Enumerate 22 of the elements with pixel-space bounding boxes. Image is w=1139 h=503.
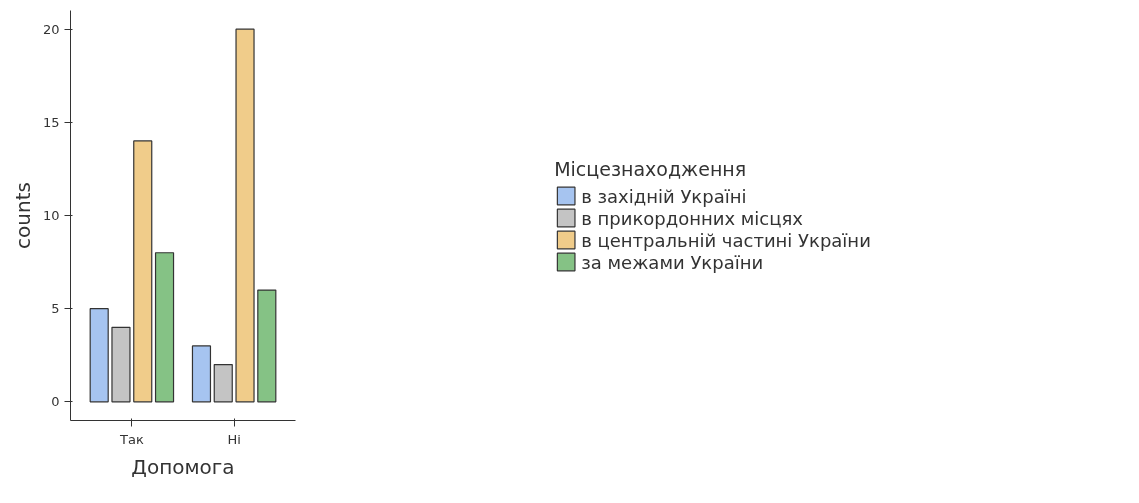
bar bbox=[235, 28, 255, 403]
bar bbox=[89, 308, 109, 403]
legend-label: в західній Україні bbox=[581, 185, 747, 206]
y-tick-label: 15 bbox=[42, 114, 60, 130]
x-tick-label: Так bbox=[118, 431, 144, 447]
x-axis-title: Допомога bbox=[131, 454, 235, 479]
y-tick-label: 0 bbox=[51, 394, 60, 410]
legend-label: в центральній частині України bbox=[581, 229, 871, 250]
bar bbox=[133, 140, 153, 403]
y-tick-label: 10 bbox=[42, 208, 60, 223]
legend-title: Місцезнаходження bbox=[554, 157, 748, 180]
y-tick-label: 20 bbox=[42, 21, 60, 37]
y-axis-title: counts bbox=[10, 182, 35, 249]
bar bbox=[257, 289, 277, 403]
legend-label: в прикордонних місцях bbox=[581, 207, 803, 228]
bar bbox=[213, 363, 233, 403]
bar bbox=[191, 345, 212, 403]
x-tick-label: Ні bbox=[227, 431, 241, 447]
legend-label: за межами України bbox=[581, 251, 764, 272]
bar bbox=[154, 252, 175, 403]
y-tick-label: 5 bbox=[51, 301, 60, 317]
bar bbox=[111, 326, 131, 403]
